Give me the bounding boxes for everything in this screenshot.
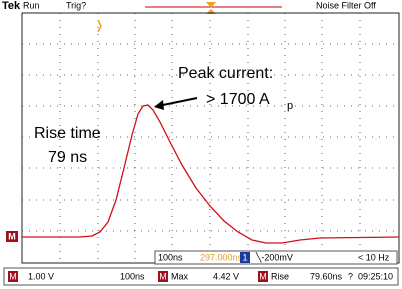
scope-screen: Tek Run Trig? Noise Filter Off M Peak cu…: [0, 0, 402, 289]
background: [0, 0, 402, 289]
position: 297.000ns: [200, 252, 243, 262]
timebase: 100ns: [158, 252, 183, 262]
marker-label: M: [8, 231, 16, 241]
frequency: < 10 Hz: [358, 252, 390, 262]
annotation-subscript: p: [287, 100, 293, 112]
trigger-level: ╲-200mV: [255, 251, 293, 263]
clock: 09:25:10: [358, 271, 393, 281]
tag: M: [9, 271, 17, 281]
measure-value: 4.42 V: [213, 271, 239, 281]
annotation: Rise time: [34, 125, 101, 142]
scale: 1.00 V: [28, 271, 54, 281]
tag: M: [259, 271, 267, 281]
measure-label: Max: [171, 271, 189, 281]
measure-flag: ?: [348, 271, 353, 281]
measure-value: 79.60ns: [310, 271, 343, 281]
measure-label: Rise: [271, 271, 289, 281]
time-scale: 100ns: [120, 271, 145, 281]
noise-filter: Noise Filter Off: [316, 0, 376, 10]
annotation: 79 ns: [48, 149, 87, 166]
tag: M: [159, 271, 167, 281]
brand: Tek: [2, 0, 21, 12]
channel: 1: [242, 252, 247, 262]
state: Run: [23, 0, 40, 10]
trigger-status: Trig?: [66, 0, 86, 10]
annotation: > 1700 A: [206, 91, 270, 108]
annotation: Peak current:: [178, 65, 273, 82]
